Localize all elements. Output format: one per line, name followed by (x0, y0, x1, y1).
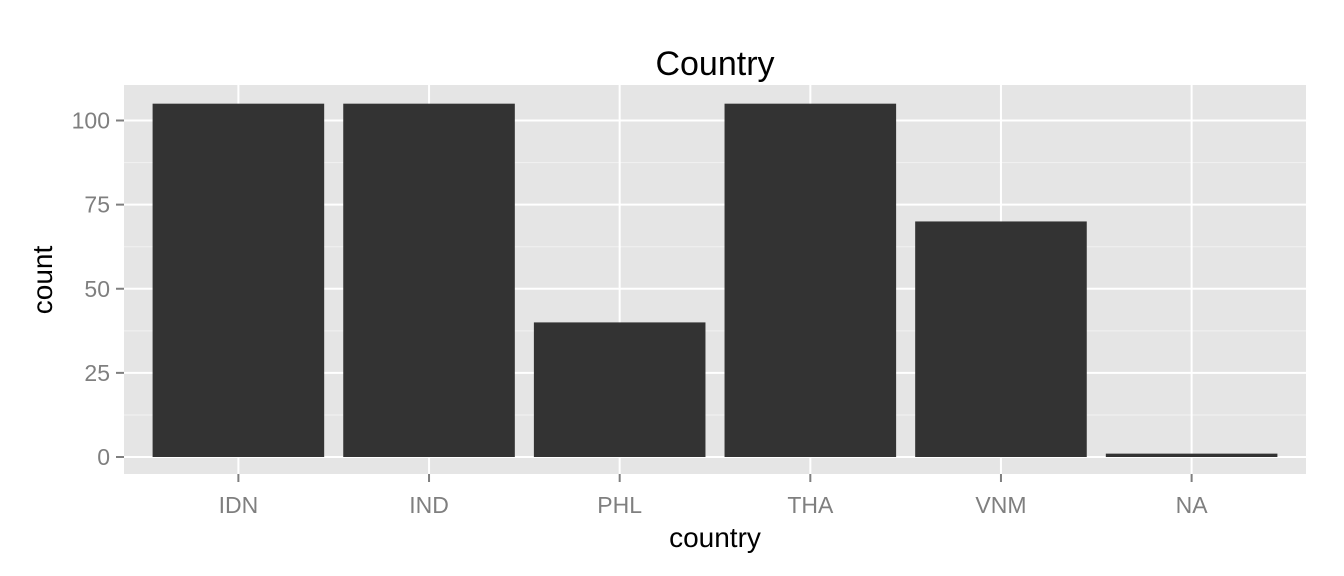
x-tick-label: IND (409, 492, 449, 518)
x-tick-label: IDN (219, 492, 259, 518)
x-axis: IDN IND PHL THA VNM NA (219, 474, 1209, 518)
x-tick-label: NA (1176, 492, 1209, 518)
x-tick-label: PHL (597, 492, 642, 518)
y-tick-label: 100 (72, 108, 110, 134)
x-tick-label: VNM (975, 492, 1026, 518)
bar-vnm (915, 221, 1087, 457)
y-tick-label: 25 (84, 360, 110, 386)
x-axis-title: country (669, 522, 761, 553)
y-tick-label: 0 (97, 444, 110, 470)
bar-idn (152, 103, 325, 458)
bar-ind (343, 103, 515, 458)
chart-title: Country (655, 45, 774, 83)
bar-tha (724, 103, 897, 458)
y-tick-label: 75 (84, 192, 110, 218)
y-tick-label: 50 (84, 276, 110, 302)
bars (152, 103, 1278, 458)
bar-phl (533, 322, 706, 457)
x-tick-label: THA (787, 492, 834, 518)
bar-na (1105, 453, 1278, 457)
y-axis-title: count (27, 246, 58, 315)
y-axis: 0 25 50 75 100 (72, 108, 124, 470)
